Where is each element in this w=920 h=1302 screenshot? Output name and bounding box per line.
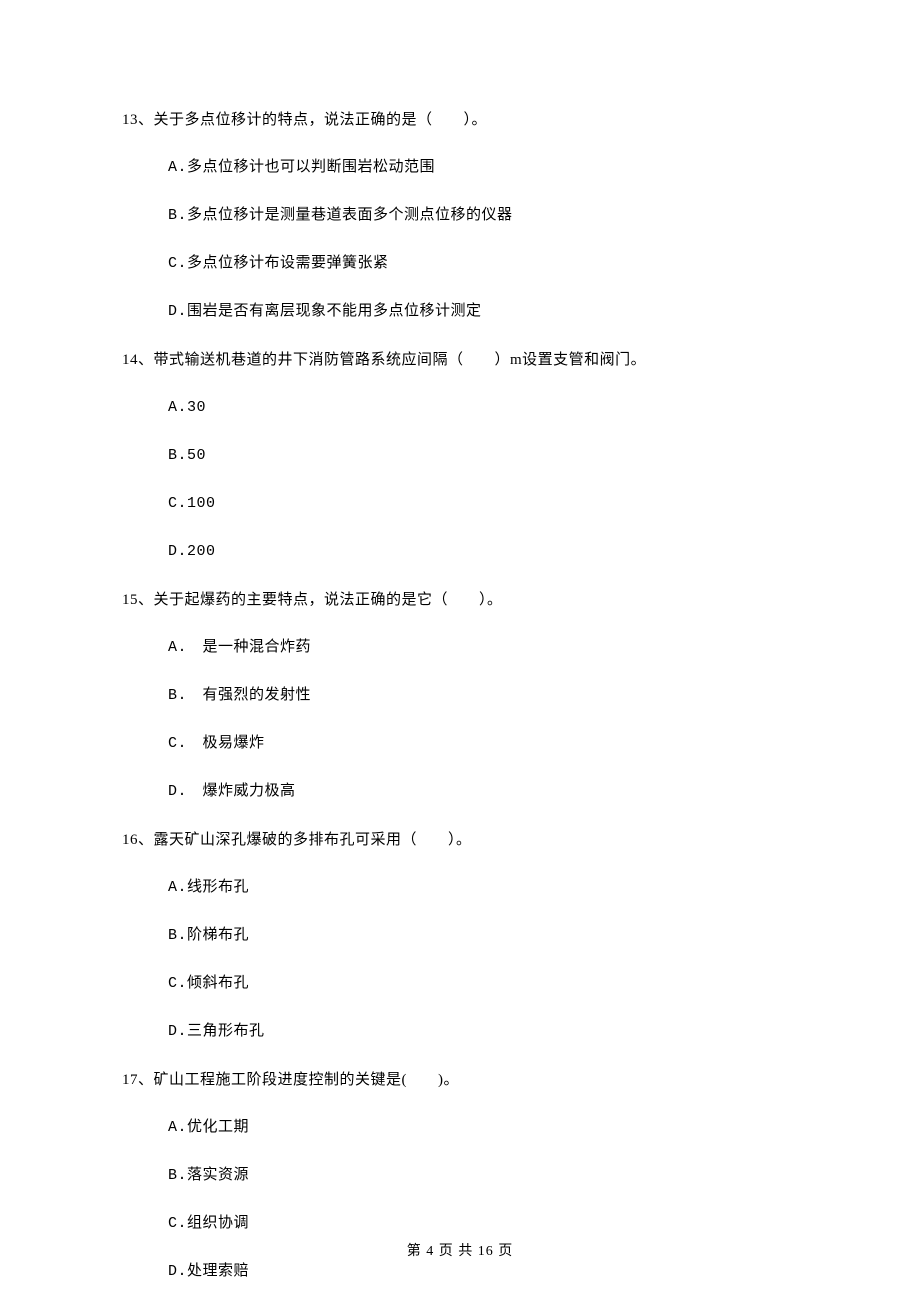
option-d: D.处理索赔: [168, 1260, 798, 1284]
page-content: 13、关于多点位移计的特点，说法正确的是（ ）。 A.多点位移计也可以判断围岩松…: [0, 0, 920, 1284]
option-c: C. 极易爆炸: [168, 732, 798, 756]
question-text: 关于多点位移计的特点，说法正确的是（ ）。: [154, 112, 488, 128]
option-a: A.线形布孔: [168, 876, 798, 900]
option-d: D. 爆炸威力极高: [168, 780, 798, 804]
question-text: 带式输送机巷道的井下消防管路系统应间隔（ ）m设置支管和阀门。: [154, 352, 647, 368]
option-c: C.100: [168, 492, 798, 516]
option-a: A.30: [168, 396, 798, 420]
option-a: A. 是一种混合炸药: [168, 636, 798, 660]
question-stem: 16、露天矿山深孔爆破的多排布孔可采用（ ）。: [122, 828, 798, 852]
question-13: 13、关于多点位移计的特点，说法正确的是（ ）。 A.多点位移计也可以判断围岩松…: [122, 108, 798, 324]
option-a: A.多点位移计也可以判断围岩松动范围: [168, 156, 798, 180]
question-number: 16、: [122, 832, 154, 848]
option-b: B.阶梯布孔: [168, 924, 798, 948]
option-b: B.多点位移计是测量巷道表面多个测点位移的仪器: [168, 204, 798, 228]
option-a: A.优化工期: [168, 1116, 798, 1140]
question-stem: 13、关于多点位移计的特点，说法正确的是（ ）。: [122, 108, 798, 132]
question-number: 14、: [122, 352, 154, 368]
question-16: 16、露天矿山深孔爆破的多排布孔可采用（ ）。 A.线形布孔 B.阶梯布孔 C.…: [122, 828, 798, 1044]
question-number: 15、: [122, 592, 154, 608]
option-d: D.200: [168, 540, 798, 564]
question-options: A.30 B.50 C.100 D.200: [122, 396, 798, 564]
option-c: C.倾斜布孔: [168, 972, 798, 996]
question-text: 关于起爆药的主要特点，说法正确的是它（ ）。: [154, 592, 503, 608]
page-footer: 第 4 页 共 16 页: [0, 1240, 920, 1260]
option-d: D.围岩是否有离层现象不能用多点位移计测定: [168, 300, 798, 324]
question-14: 14、带式输送机巷道的井下消防管路系统应间隔（ ）m设置支管和阀门。 A.30 …: [122, 348, 798, 564]
option-c: C.多点位移计布设需要弹簧张紧: [168, 252, 798, 276]
question-text: 矿山工程施工阶段进度控制的关键是( )。: [154, 1072, 460, 1088]
question-text: 露天矿山深孔爆破的多排布孔可采用（ ）。: [154, 832, 472, 848]
question-number: 17、: [122, 1072, 154, 1088]
option-b: B.50: [168, 444, 798, 468]
option-b: B. 有强烈的发射性: [168, 684, 798, 708]
question-options: A. 是一种混合炸药 B. 有强烈的发射性 C. 极易爆炸 D. 爆炸威力极高: [122, 636, 798, 804]
question-options: A.多点位移计也可以判断围岩松动范围 B.多点位移计是测量巷道表面多个测点位移的…: [122, 156, 798, 324]
question-15: 15、关于起爆药的主要特点，说法正确的是它（ ）。 A. 是一种混合炸药 B. …: [122, 588, 798, 804]
option-b: B.落实资源: [168, 1164, 798, 1188]
question-number: 13、: [122, 112, 154, 128]
question-stem: 17、矿山工程施工阶段进度控制的关键是( )。: [122, 1068, 798, 1092]
option-d: D.三角形布孔: [168, 1020, 798, 1044]
option-c: C.组织协调: [168, 1212, 798, 1236]
question-stem: 14、带式输送机巷道的井下消防管路系统应间隔（ ）m设置支管和阀门。: [122, 348, 798, 372]
question-stem: 15、关于起爆药的主要特点，说法正确的是它（ ）。: [122, 588, 798, 612]
question-options: A.线形布孔 B.阶梯布孔 C.倾斜布孔 D.三角形布孔: [122, 876, 798, 1044]
